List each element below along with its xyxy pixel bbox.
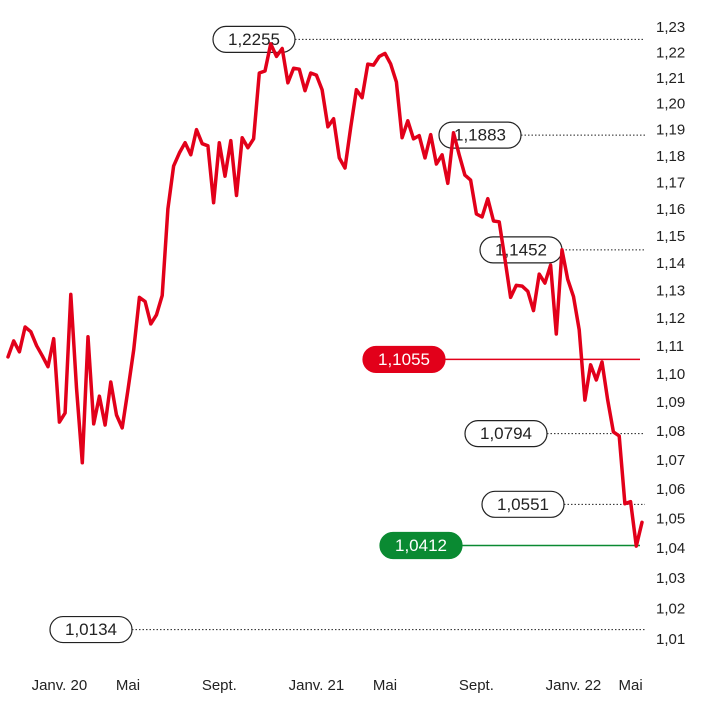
value-pill bbox=[438, 121, 522, 149]
y-tick-label: 1,17 bbox=[656, 174, 685, 191]
y-tick-label: 1,16 bbox=[656, 201, 685, 218]
y-tick-label: 1,15 bbox=[656, 228, 685, 245]
annotation-label: 1,1055 bbox=[378, 350, 430, 369]
value-pill bbox=[481, 490, 565, 518]
x-tick-label: Mai bbox=[373, 677, 397, 694]
value-pill bbox=[379, 531, 463, 560]
value-pill bbox=[212, 25, 296, 53]
x-tick-label: Mai bbox=[618, 677, 642, 694]
x-tick-label: Janv. 20 bbox=[32, 677, 88, 694]
x-tick-label: Sept. bbox=[202, 677, 237, 694]
y-tick-label: 1,06 bbox=[656, 481, 685, 498]
y-tick-label: 1,07 bbox=[656, 452, 685, 469]
y-tick-label: 1,10 bbox=[656, 366, 685, 383]
y-tick-label: 1,11 bbox=[656, 338, 684, 355]
annotation-label: 1,0794 bbox=[480, 424, 532, 443]
annotation-label: 1,0412 bbox=[395, 536, 447, 555]
value-pill bbox=[49, 615, 133, 644]
price-line bbox=[6, 42, 644, 548]
y-tick-label: 1,12 bbox=[656, 310, 685, 327]
y-tick-label: 1,19 bbox=[656, 122, 685, 139]
annotation-label: 1,1883 bbox=[454, 126, 506, 145]
value-pill bbox=[464, 420, 548, 448]
x-tick-label: Mai bbox=[116, 677, 140, 694]
y-tick-label: 1,04 bbox=[656, 540, 685, 557]
y-tick-label: 1,22 bbox=[656, 44, 685, 61]
value-pill bbox=[362, 345, 446, 374]
x-tick-label: Janv. 22 bbox=[546, 677, 602, 694]
y-tick-label: 1,21 bbox=[656, 70, 685, 87]
y-tick-label: 1,08 bbox=[656, 423, 685, 440]
y-tick-label: 1,20 bbox=[656, 96, 685, 113]
annotation-label: 1,0134 bbox=[65, 620, 117, 639]
y-tick-label: 1,01 bbox=[656, 631, 685, 648]
x-tick-label: Janv. 21 bbox=[289, 677, 345, 694]
y-tick-label: 1,13 bbox=[656, 282, 685, 299]
y-tick-label: 1,09 bbox=[656, 394, 685, 411]
y-tick-label: 1,03 bbox=[656, 570, 685, 587]
annotation-label: 1,0551 bbox=[497, 495, 549, 514]
y-tick-label: 1,18 bbox=[656, 148, 685, 165]
y-tick-label: 1,02 bbox=[656, 600, 685, 617]
x-tick-label: Sept. bbox=[459, 677, 494, 694]
annotation-label: 1,1452 bbox=[495, 240, 547, 259]
y-tick-label: 1,14 bbox=[656, 255, 685, 272]
y-tick-label: 1,23 bbox=[656, 19, 685, 36]
annotation-label: 1,2255 bbox=[228, 30, 280, 49]
y-tick-label: 1,05 bbox=[656, 510, 685, 527]
